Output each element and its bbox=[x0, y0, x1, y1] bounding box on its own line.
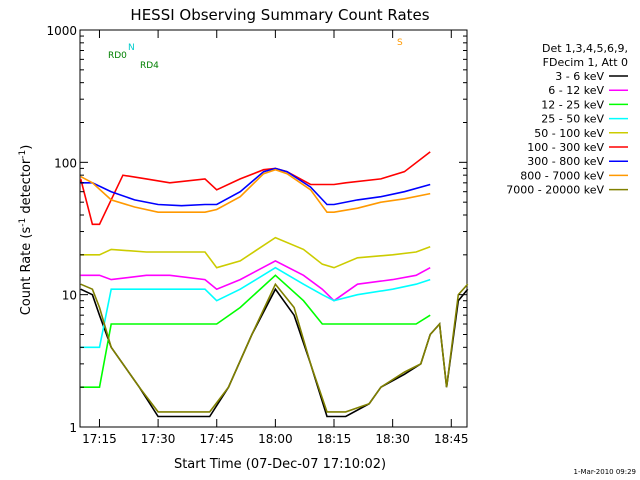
legend-label-8: 7000 - 20000 keV bbox=[506, 184, 604, 197]
y-tick-label-3: 1000 bbox=[46, 24, 77, 38]
legend-label-3: 25 - 50 keV bbox=[541, 113, 604, 126]
series-line-5 bbox=[79, 151, 431, 226]
legend-title-1: Det 1,3,4,5,6,9, bbox=[542, 42, 628, 55]
x-tick-label-4: 18:15 bbox=[317, 432, 352, 446]
data-layer bbox=[79, 151, 469, 418]
series-line-3 bbox=[80, 266, 431, 349]
annotation-rd0: RD0 bbox=[108, 51, 127, 61]
x-tick-label-3: 18:00 bbox=[258, 432, 293, 446]
series-line-6 bbox=[80, 167, 431, 207]
y-tick-label-0: 1 bbox=[69, 421, 77, 435]
footer-date: 1-Mar-2010 09:29 bbox=[574, 468, 636, 476]
x-tick-label-5: 18:30 bbox=[375, 432, 410, 446]
legend-label-6: 300 - 800 keV bbox=[527, 155, 604, 168]
series-line-7 bbox=[80, 168, 431, 213]
series-line-8 bbox=[80, 282, 469, 413]
x-tick-label-6: 18:45 bbox=[434, 432, 469, 446]
legend-label-0: 3 - 6 keV bbox=[555, 70, 604, 83]
annotation-rd4: RD4 bbox=[140, 61, 159, 71]
annotation-s: S bbox=[397, 38, 403, 48]
y-tick-label-1: 10 bbox=[62, 289, 77, 303]
legend-label-4: 50 - 100 keV bbox=[534, 127, 604, 140]
annotations: RD0 RD4 N S bbox=[108, 38, 403, 71]
x-axis-label: Start Time (07-Dec-07 17:10:02) bbox=[174, 457, 386, 472]
series-line-4 bbox=[80, 236, 431, 269]
y-axis-label: Count Rate (s-1 detector-1) bbox=[18, 145, 34, 316]
x-tick-label-0: 17:15 bbox=[82, 432, 117, 446]
annotation-n: N bbox=[128, 43, 135, 53]
legend-label-2: 12 - 25 keV bbox=[541, 98, 604, 111]
axis-ticks: 17:15 17:30 17:45 18:00 18:15 18:30 18:45 1 10 10… bbox=[46, 24, 468, 446]
series-line-1 bbox=[80, 259, 431, 302]
series-line-0 bbox=[80, 287, 469, 418]
chart-title: HESSI Observing Summary Count Rates bbox=[130, 6, 429, 24]
legend-label-5: 100 - 300 keV bbox=[527, 141, 604, 154]
plot-frame bbox=[79, 29, 468, 428]
legend-label-1: 6 - 12 keV bbox=[548, 84, 604, 97]
x-tick-label-2: 17:45 bbox=[199, 432, 234, 446]
y-tick-label-2: 100 bbox=[54, 156, 77, 170]
x-tick-label-1: 17:30 bbox=[141, 432, 176, 446]
legend: Det 1,3,4,5,6,9, FDecim 1, Att 0 3 - 6 k… bbox=[506, 42, 628, 197]
legend-title-2: FDecim 1, Att 0 bbox=[543, 56, 628, 69]
legend-label-7: 800 - 7000 keV bbox=[520, 169, 604, 182]
series-line-2 bbox=[80, 274, 431, 389]
